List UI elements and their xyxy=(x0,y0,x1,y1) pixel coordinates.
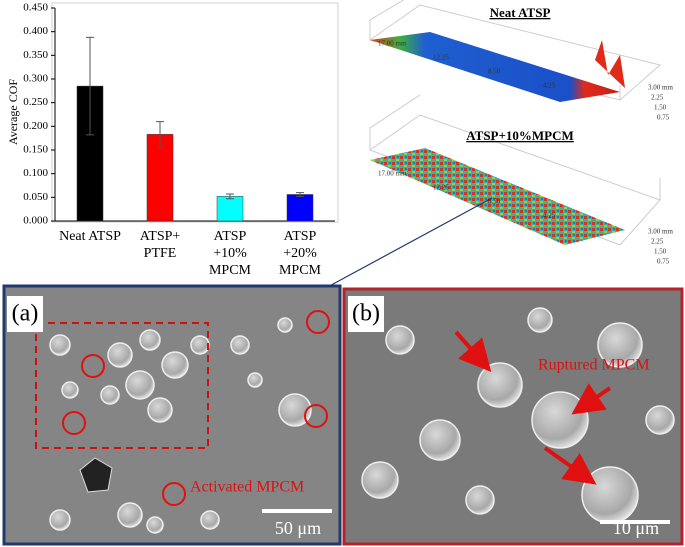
surface-plot-1 xyxy=(368,0,662,102)
microsphere xyxy=(361,461,399,499)
bar xyxy=(146,134,174,222)
scale-label: 50 μm xyxy=(275,518,321,538)
annotation: Activated MPCM xyxy=(190,479,304,496)
x-tick-label: ATSP +10% MPCM xyxy=(208,229,252,278)
surface-plot-2 xyxy=(368,94,661,246)
microsphere xyxy=(147,397,173,423)
microsphere xyxy=(139,329,161,351)
axis-tick: 12.25 xyxy=(433,184,449,192)
axis-tick: 8.50 xyxy=(488,68,501,76)
axis-tick: 3.00 mm xyxy=(648,228,673,236)
microsphere xyxy=(200,510,220,530)
axis-tick: 17.00 mm xyxy=(378,170,407,178)
y-tick-label: 0.000 xyxy=(23,215,48,227)
microsphere xyxy=(161,351,189,379)
microsphere xyxy=(465,485,495,515)
bar xyxy=(286,194,314,222)
microsphere xyxy=(419,419,461,461)
microsphere xyxy=(190,335,210,355)
x-tick-label: ATSP+ PTFE xyxy=(139,229,181,261)
label-box xyxy=(348,296,384,332)
connector xyxy=(321,197,493,291)
error-bar xyxy=(156,121,164,148)
axis-tick: 1.50 xyxy=(654,104,667,112)
axis-tick: 12.25 xyxy=(433,54,449,62)
y-tick-label: 0.100 xyxy=(23,167,48,179)
axis-tick: 4.25 xyxy=(543,212,556,220)
axis-tick: 2.25 xyxy=(651,94,664,102)
axis-tick: 0.75 xyxy=(657,258,670,266)
microsphere xyxy=(581,466,639,524)
axis-tick: 0.75 xyxy=(657,114,670,122)
bar xyxy=(216,196,244,222)
crater xyxy=(79,457,113,493)
region-box xyxy=(35,322,209,449)
axis-tick: 8.50 xyxy=(488,198,501,206)
microsphere xyxy=(527,307,553,333)
y-tick-label: 0.300 xyxy=(23,73,48,85)
axis-tick: 3.00 mm xyxy=(648,84,673,92)
y-tick-label: 0.450 xyxy=(23,2,48,14)
axis-tick: 2.25 xyxy=(651,238,664,246)
error-bar xyxy=(296,192,304,197)
error-bar xyxy=(226,193,234,200)
microsphere xyxy=(278,393,312,427)
microsphere xyxy=(247,372,263,388)
y-tick-label: 0.250 xyxy=(23,96,48,108)
label-box xyxy=(7,296,43,332)
x-tick-label: ATSP +20% MPCM xyxy=(278,229,322,278)
microsphere xyxy=(597,322,643,368)
y-tick-label: 0.200 xyxy=(23,120,48,132)
microsphere xyxy=(531,391,589,449)
axis-tick: 1.50 xyxy=(654,248,667,256)
annotation: Ruptured MPCM xyxy=(538,357,650,374)
microsphere xyxy=(645,405,675,435)
microsphere xyxy=(49,509,71,531)
y-axis-label: Average COF xyxy=(6,79,20,145)
microsphere xyxy=(100,385,120,405)
axis-tick: 4.25 xyxy=(543,82,556,90)
microsphere xyxy=(385,325,415,355)
microsphere xyxy=(146,516,164,534)
microsphere xyxy=(49,334,71,356)
microsphere xyxy=(125,370,155,400)
microsphere xyxy=(117,502,143,528)
panel-label: (b) xyxy=(352,301,380,327)
scale-label: 10 μm xyxy=(613,518,659,538)
arrows xyxy=(454,330,612,485)
microsphere xyxy=(230,335,250,355)
microsphere xyxy=(477,362,523,408)
error-bar xyxy=(86,36,94,136)
y-tick-label: 0.350 xyxy=(23,49,48,61)
y-tick-label: 0.150 xyxy=(23,144,48,156)
bar xyxy=(76,85,104,222)
y-tick-label: 0.400 xyxy=(23,25,48,37)
microsphere xyxy=(277,317,293,333)
plot-title: ATSP+10%MPCM xyxy=(466,128,574,143)
microsphere xyxy=(61,381,79,399)
chart-frame xyxy=(51,2,339,223)
axis-tick: 17.00 mm xyxy=(378,40,407,48)
panel-label: (a) xyxy=(12,301,39,327)
y-tick-label: 0.050 xyxy=(23,191,48,203)
plot-title: Neat ATSP xyxy=(490,5,551,20)
x-tick-label: Neat ATSP xyxy=(59,229,121,244)
highlight-circles xyxy=(62,310,330,506)
microsphere xyxy=(107,342,133,368)
